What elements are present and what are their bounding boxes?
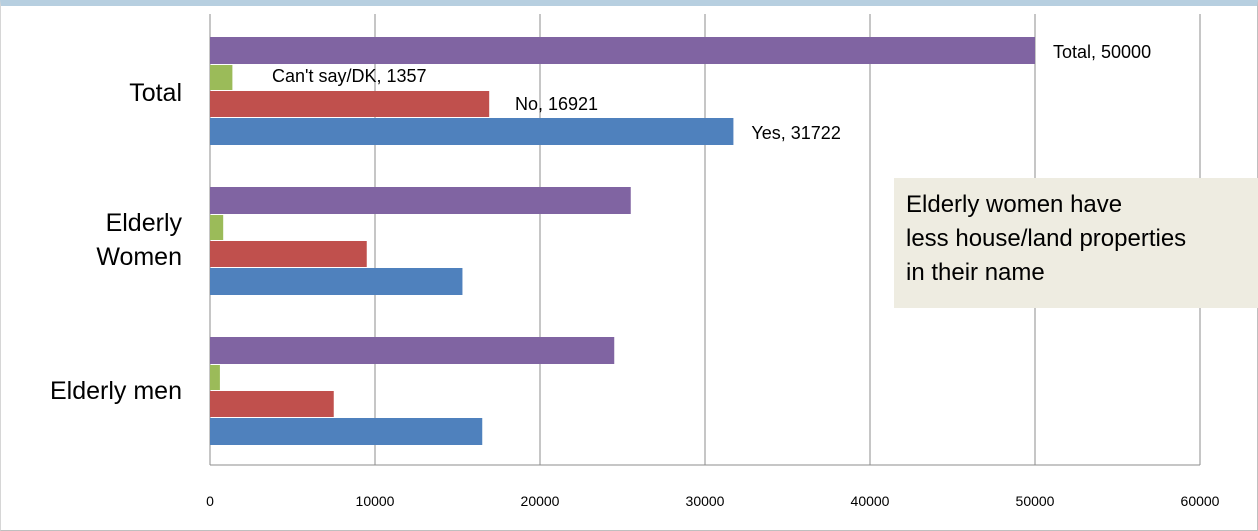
x-tick-label: 30000	[686, 493, 725, 509]
bar-no	[210, 241, 367, 267]
bar-no	[210, 391, 334, 417]
bar-total	[210, 37, 1035, 64]
annotation-line-1: Elderly women have	[906, 191, 1123, 218]
bar-cant_say	[210, 65, 233, 90]
bar-yes	[210, 118, 734, 145]
bar-yes	[210, 418, 483, 445]
x-tick-label: 20000	[521, 493, 560, 509]
data-label-no: No, 16921	[515, 94, 598, 114]
category-label: Elderly	[106, 209, 183, 237]
annotation-line-3: in their name	[906, 259, 1045, 286]
bar-total	[210, 187, 631, 214]
data-label-cant_say: Can't say/DK, 1357	[272, 66, 427, 86]
category-label: Women	[96, 243, 182, 271]
annotation-line-2: less house/land properties	[906, 225, 1187, 252]
category-label: Total	[129, 79, 182, 107]
x-tick-label: 60000	[1181, 493, 1220, 509]
bar-cant_say	[210, 215, 224, 240]
x-tick-label: 40000	[851, 493, 890, 509]
x-tick-label: 10000	[356, 493, 395, 509]
bar-no	[210, 91, 490, 117]
bar-total	[210, 337, 615, 364]
annotation-box: Elderly women have less house/land prope…	[894, 178, 1258, 308]
data-label-yes: Yes, 31722	[751, 123, 840, 143]
bar-yes	[210, 268, 463, 295]
category-label: Elderly men	[50, 377, 182, 405]
x-tick-label: 0	[206, 493, 214, 509]
data-label-total: Total, 50000	[1053, 42, 1151, 62]
bar-cant_say	[210, 365, 220, 390]
x-tick-label: 50000	[1016, 493, 1055, 509]
